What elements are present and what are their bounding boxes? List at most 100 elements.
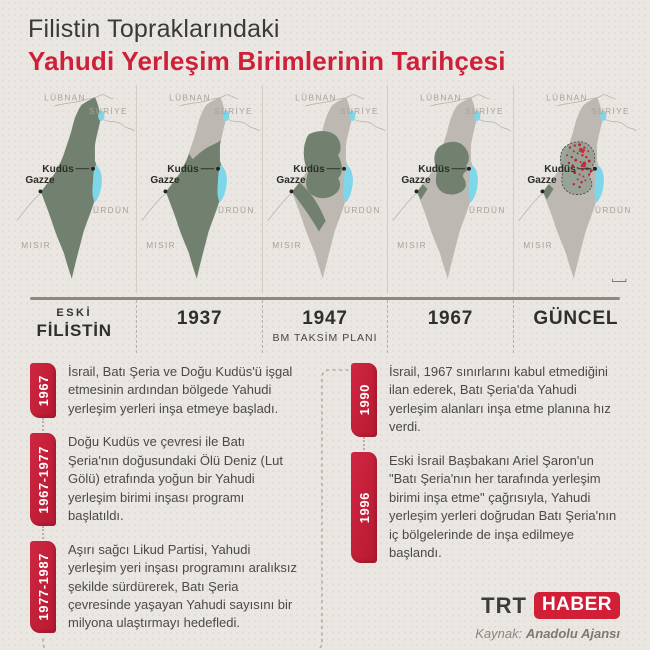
settlement-dot [584, 156, 588, 159]
country-border-line-2 [16, 192, 42, 222]
label-gaza: Gazze [527, 175, 557, 186]
map-panel-plan-1937: LÜBNAN SURİYE ÜRDÜN MISIR Kudüs Gazze [137, 85, 263, 294]
sea-of-galilee [348, 110, 356, 122]
settlement-dot [568, 146, 571, 150]
page-title-line2: Yahudi Yerleşim Birimlerinin Tarihçesi [28, 46, 506, 76]
settlement-dot [582, 146, 586, 150]
label-syria: SURİYE [89, 106, 128, 116]
settlement-patch [578, 147, 585, 154]
country-border-line-2 [267, 192, 292, 222]
label-jerusalem: Kudüs [42, 164, 74, 175]
country-border-line-1 [103, 119, 135, 132]
settlement-dot [587, 159, 591, 163]
year-badge-1967-1977: 1967-1977 [30, 433, 56, 526]
settlement-dot [582, 175, 585, 178]
map-panel-post-1967: LÜBNAN SURİYE ÜRDÜN MISIR Kudüs Gazze [388, 85, 514, 294]
period-label-1937: 1937 [137, 300, 263, 354]
settlement-dot [572, 183, 575, 186]
settlement-dot [576, 167, 579, 170]
label-egypt: MISIR [397, 240, 427, 250]
label-jordan: ÜRDÜN [595, 205, 632, 215]
label-jerusalem: Kudüs [418, 164, 450, 175]
period-label-row: ESKİ FİLİSTİN 1937 1947 BM TAKSİM PLANI … [12, 300, 638, 354]
scale-bar [611, 278, 626, 283]
arab-area-gaza-strip [291, 182, 326, 232]
timeline-text-1996: Eski İsrail Başbakanı Ariel Şaron'un "Ba… [389, 452, 617, 561]
label-lebanon: LÜBNAN [44, 93, 86, 103]
year-badge-1990: 1990 [351, 363, 377, 437]
jerusalem-dot [341, 167, 346, 171]
label-jordan: ÜRDÜN [218, 205, 255, 215]
dead-sea [343, 165, 353, 203]
map-panel-all-green: LÜBNAN SURİYE ÜRDÜN MISIR Kudüs Gazze [12, 85, 138, 294]
settlement-dot [572, 150, 575, 153]
label-egypt: MISIR [21, 240, 51, 250]
settlement-dot [577, 143, 581, 147]
label-jerusalem: Kudüs [293, 164, 325, 175]
divider-rule [30, 297, 620, 301]
country-border-line-1 [354, 119, 386, 132]
period-label-1947: 1947 BM TAKSİM PLANI [263, 300, 389, 354]
timeline-text-1977-1987: Aşırı sağcı Likud Partisi, Yahudi yerleş… [68, 541, 298, 631]
label-gaza: Gazze [151, 175, 181, 186]
label-jerusalem: Kudüs [544, 164, 576, 175]
period-label-1967: 1967 [388, 300, 514, 354]
country-border-line-2 [392, 192, 418, 222]
timeline-entry-1996: 1996 Eski İsrail Başbakanı Ariel Şaron'u… [351, 451, 620, 563]
year-badge-1996: 1996 [351, 451, 377, 563]
label-gaza: Gazze [276, 175, 306, 186]
label-gaza: Gazze [25, 175, 55, 186]
logo-trt-text: TRT [481, 592, 527, 618]
settlement-dot [573, 144, 576, 148]
label-egypt: MISIR [272, 240, 302, 250]
country-border-line-2 [518, 192, 543, 222]
settlement-dot [572, 171, 576, 175]
map-panel-plan-1947: LÜBNAN SURİYE ÜRDÜN MISIR Kudüs Gazze [263, 85, 389, 294]
label-egypt: MISIR [147, 240, 177, 250]
gaza-dot [414, 189, 419, 194]
country-border-line-1 [605, 119, 637, 132]
country-border-line-1 [228, 119, 261, 132]
label-lebanon: LÜBNAN [546, 93, 588, 103]
label-lebanon: LÜBNAN [420, 93, 462, 103]
header: Filistin Topraklarındaki Yahudi Yerleşim… [0, 0, 650, 78]
footer: TRT HABER Kaynak: Anadolu Ajansı [475, 592, 620, 641]
country-border-line-0 [305, 94, 365, 107]
label-jordan: ÜRDÜN [344, 205, 381, 215]
label-jerusalem: Kudüs [168, 164, 200, 175]
year-badge-1967: 1967 [30, 363, 56, 419]
country-border-line-0 [179, 94, 239, 107]
timeline-section: 1967 İsrail, Batı Şeria ve Doğu Kudüs'ü … [30, 363, 620, 648]
logo-haber-badge: HABER [533, 592, 620, 619]
trt-haber-logo: TRT HABER [475, 592, 620, 619]
label-egypt: MISIR [523, 240, 553, 250]
timeline-text-1990: İsrail, 1967 sınırlarını kabul etmediğin… [389, 364, 611, 435]
historic-palestine-shape [40, 97, 101, 279]
label-syria: SURİYE [214, 106, 253, 116]
timeline-left-column: 1967 İsrail, Batı Şeria ve Doğu Kudüs'ü … [30, 363, 299, 648]
label-lebanon: LÜBNAN [170, 93, 212, 103]
settlement-dot [565, 154, 568, 157]
settlement-dot [582, 161, 586, 165]
label-lebanon: LÜBNAN [295, 93, 337, 103]
period-label-eski-filistin: ESKİ FİLİSTİN [12, 300, 138, 354]
west-bank-area [434, 142, 470, 195]
gaza-dot [163, 189, 168, 194]
settlement-dot [576, 178, 579, 181]
gaza-strip-area [417, 184, 428, 200]
country-border-line-0 [54, 94, 114, 107]
year-badge-1977-1987: 1977-1987 [30, 540, 56, 633]
page-title-line1: Filistin Topraklarındaki [28, 15, 280, 43]
gaza-dot [38, 189, 43, 194]
settlement-dot [579, 181, 583, 184]
settlement-dot [584, 179, 586, 182]
sea-of-galilee [599, 110, 606, 122]
map-strip: LÜBNAN SURİYE ÜRDÜN MISIR Kudüs Gazze LÜBNAN SU… [12, 85, 638, 294]
sea-of-galilee [98, 110, 105, 122]
settlement-dot [570, 156, 573, 159]
jerusalem-dot [592, 167, 597, 171]
